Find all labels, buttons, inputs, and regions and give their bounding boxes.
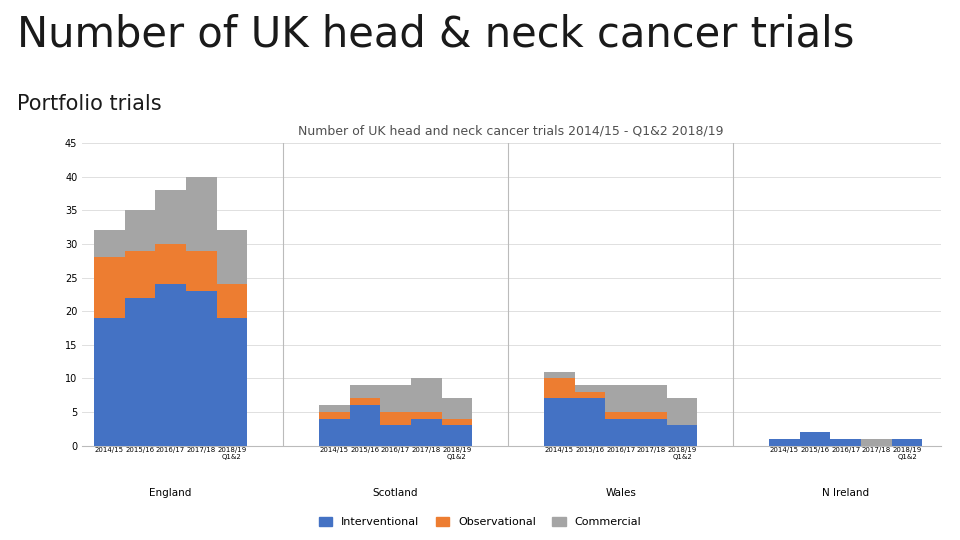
Text: England: England	[150, 488, 192, 498]
Bar	[125, 251, 156, 298]
Bar	[380, 412, 411, 426]
Bar	[186, 177, 217, 251]
Text: N Ireland: N Ireland	[822, 488, 869, 498]
Bar	[636, 385, 666, 412]
Bar	[94, 258, 125, 318]
Bar	[575, 385, 606, 392]
Bar	[636, 418, 666, 445]
Bar	[217, 318, 248, 446]
Bar	[861, 439, 892, 446]
Bar	[442, 426, 472, 446]
Bar	[156, 284, 186, 446]
Bar	[636, 412, 666, 418]
Bar	[319, 405, 349, 412]
Bar	[606, 412, 636, 418]
Bar	[319, 418, 349, 445]
Bar	[125, 298, 156, 446]
Bar	[575, 399, 606, 445]
Bar	[544, 372, 575, 379]
Bar	[217, 284, 248, 318]
Bar	[319, 412, 349, 418]
Bar	[442, 418, 472, 426]
Bar	[544, 399, 575, 445]
Text: Portfolio trials: Portfolio trials	[17, 94, 162, 114]
Bar	[892, 439, 923, 446]
Bar	[666, 426, 697, 446]
Bar	[769, 439, 800, 446]
Text: Number of UK head & neck cancer trials: Number of UK head & neck cancer trials	[17, 14, 854, 56]
Bar	[606, 385, 636, 412]
Bar	[442, 399, 472, 418]
Title: Number of UK head and neck cancer trials 2014/15 - Q1&2 2018/19: Number of UK head and neck cancer trials…	[299, 125, 724, 138]
Bar	[575, 392, 606, 399]
Bar	[125, 210, 156, 251]
Bar	[544, 379, 575, 399]
Bar	[800, 432, 830, 445]
Bar	[666, 399, 697, 426]
Bar	[606, 418, 636, 445]
Bar	[349, 399, 380, 405]
Bar	[217, 231, 248, 284]
Bar	[411, 379, 442, 412]
Bar	[94, 318, 125, 446]
Bar	[94, 231, 125, 258]
Text: Scotland: Scotland	[372, 488, 419, 498]
Bar	[830, 439, 861, 446]
Bar	[156, 190, 186, 244]
Legend: Interventional, Observational, Commercial: Interventional, Observational, Commercia…	[314, 512, 646, 532]
Bar	[186, 251, 217, 291]
Bar	[380, 385, 411, 412]
Bar	[380, 426, 411, 446]
Bar	[349, 405, 380, 446]
Bar	[349, 385, 380, 399]
Bar	[411, 418, 442, 445]
Bar	[156, 244, 186, 284]
Text: Wales: Wales	[605, 488, 636, 498]
Bar	[186, 291, 217, 446]
Bar	[411, 412, 442, 418]
